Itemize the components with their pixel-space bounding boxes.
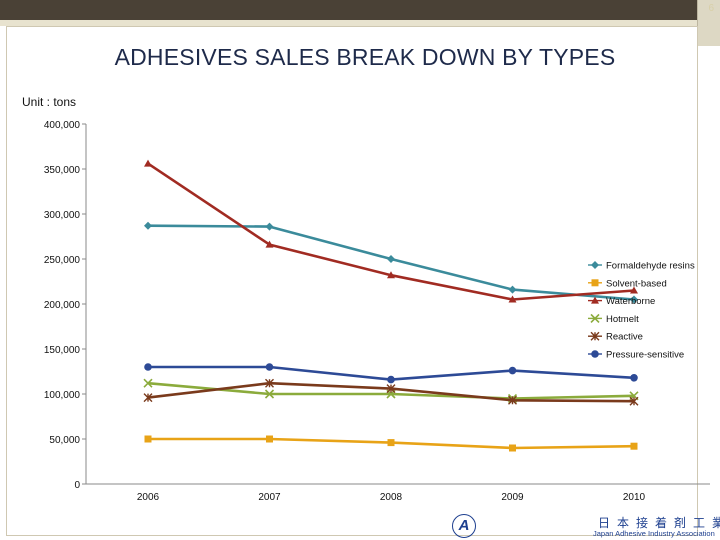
- data-point-2: [266, 435, 273, 443]
- data-point-6: [630, 374, 638, 382]
- slide-title: ADHESIVES SALES BREAK DOWN BY TYPES: [114, 44, 616, 70]
- data-point-1: [387, 255, 395, 263]
- data-point-3: [630, 286, 638, 294]
- data-point-5: [265, 378, 274, 388]
- x-tick-label: 2008: [380, 492, 403, 503]
- data-point-2: [144, 435, 152, 443]
- data-point-2: [387, 439, 395, 447]
- series-line-3: [147, 162, 635, 301]
- data-point-2: [509, 444, 516, 452]
- data-point-1: [508, 285, 517, 294]
- data-point-2: [630, 442, 638, 450]
- y-tick-label: 50,000: [49, 435, 80, 446]
- data-point-3: [508, 295, 517, 303]
- logo-japanese-text: 日本接着剤工業会: [598, 516, 720, 530]
- y-tick-label: 400,000: [44, 120, 81, 131]
- y-tick-label: 150,000: [44, 345, 81, 356]
- data-point-4: [264, 389, 275, 399]
- data-point-5: [629, 396, 639, 406]
- legend-label-6: Pressure-sensitive: [606, 350, 684, 361]
- legend-label-1: Formaldehyde resins: [606, 261, 695, 272]
- data-point-1: [630, 295, 638, 304]
- legend-marker-3: [591, 296, 599, 304]
- y-tick-label: 200,000: [44, 300, 81, 311]
- association-logo: A 日本接着剤工業会 Japan Adhesive Industry Assoc…: [448, 512, 720, 540]
- legend-marker-6: [591, 350, 599, 358]
- data-point-5: [508, 395, 517, 405]
- data-point-5: [386, 384, 396, 394]
- x-tick-label: 2006: [137, 492, 160, 503]
- legend-marker-1: [591, 261, 599, 269]
- legend-label-5: Reactive: [606, 332, 643, 343]
- data-point-5: [143, 393, 153, 403]
- y-tick-label: 0: [74, 480, 80, 491]
- data-point-1: [265, 222, 274, 231]
- legend-marker-4: [590, 313, 600, 323]
- data-point-1: [144, 221, 152, 230]
- data-point-3: [144, 159, 152, 167]
- data-point-6: [387, 375, 395, 384]
- x-tick-label: 2007: [258, 492, 281, 503]
- top-accent-stripe: [0, 20, 720, 26]
- data-point-6: [265, 363, 274, 371]
- y-tick-label: 300,000: [44, 210, 81, 221]
- legend-marker-2: [591, 279, 599, 287]
- x-tick-label: 2010: [623, 492, 646, 503]
- y-tick-label: 100,000: [44, 390, 81, 401]
- logo-english-text: Japan Adhesive Industry Association: [593, 529, 715, 538]
- data-point-6: [144, 363, 152, 371]
- top-bar: [0, 0, 720, 20]
- y-tick-label: 350,000: [44, 165, 81, 176]
- legend-label-4: Hotmelt: [606, 314, 639, 325]
- legend-label-2: Solvent-based: [606, 278, 667, 289]
- data-point-3: [265, 240, 274, 248]
- page-number: 6: [708, 3, 714, 14]
- corner-decoration: [697, 0, 720, 46]
- data-point-3: [387, 271, 395, 279]
- x-tick-label: 2009: [501, 492, 524, 503]
- unit-label: Unit : tons: [22, 95, 77, 109]
- y-tick-label: 250,000: [44, 255, 81, 266]
- data-point-4: [143, 378, 153, 388]
- data-point-6: [508, 366, 517, 375]
- logo-mark-icon: A: [452, 514, 476, 538]
- legend-marker-5: [590, 331, 600, 341]
- legend-label-3: Waterborne: [606, 296, 655, 307]
- slide-frame: [6, 26, 698, 536]
